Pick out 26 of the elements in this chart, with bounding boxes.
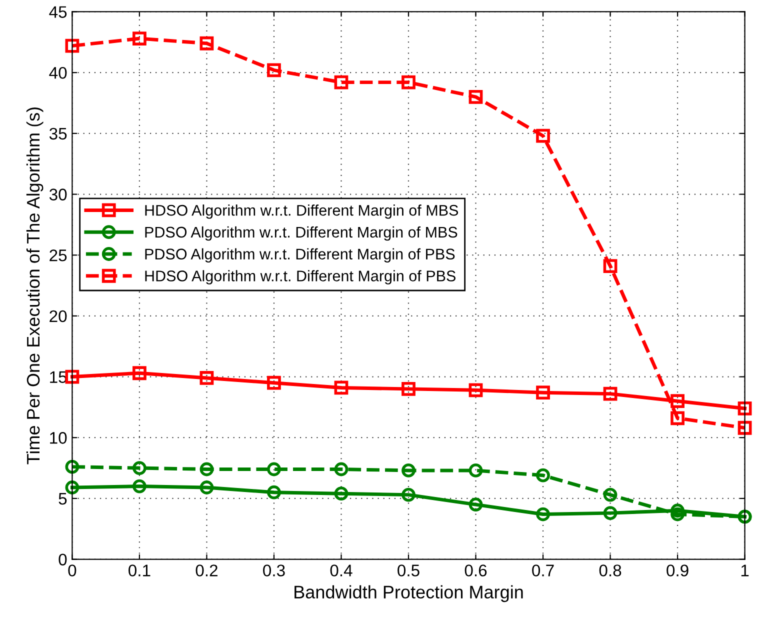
x-tick-label: 0.3: [263, 564, 285, 576]
x-axis-title: Bandwidth Protection Margin: [294, 585, 523, 602]
legend-label: HDSO Algorithm w.r.t. Different Margin of PBS: [145, 270, 456, 284]
y-tick-label: 20: [50, 310, 67, 322]
y-tick-label: 0: [58, 554, 67, 566]
x-tick-label: 0.9: [666, 564, 688, 576]
legend-label: PDSO Algorithm w.r.t. Different Margin of MBS: [145, 226, 458, 241]
x-tick-label: 1: [741, 564, 749, 576]
x-tick-label: 0.6: [464, 564, 487, 576]
x-tick-label: 0.1: [128, 564, 150, 576]
y-tick-label: 10: [50, 432, 67, 444]
legend-label: PDSO Algorithm w.r.t. Different Margin of PBS: [145, 248, 455, 263]
y-tick-label: 35: [49, 128, 67, 140]
x-tick-label: 0.2: [196, 564, 218, 576]
legend-label: HDSO Algorithm w.r.t. Different Margin of MBS: [145, 204, 458, 219]
y-tick-label: 5: [58, 493, 67, 505]
x-tick-label: 0.5: [398, 564, 420, 576]
y-tick-label: 25: [50, 250, 67, 262]
y-tick-label: 30: [49, 188, 67, 200]
x-tick-label: 0.4: [330, 564, 352, 576]
x-tick-label: 0: [68, 564, 76, 576]
y-axis-title: Time Per One Execution of The Algorithm (s): [26, 108, 44, 464]
x-tick-label: 0.8: [599, 564, 622, 576]
y-tick-label: 45: [49, 6, 67, 18]
y-tick-label: 40: [49, 66, 67, 79]
x-tick-label: 0.7: [532, 564, 554, 576]
